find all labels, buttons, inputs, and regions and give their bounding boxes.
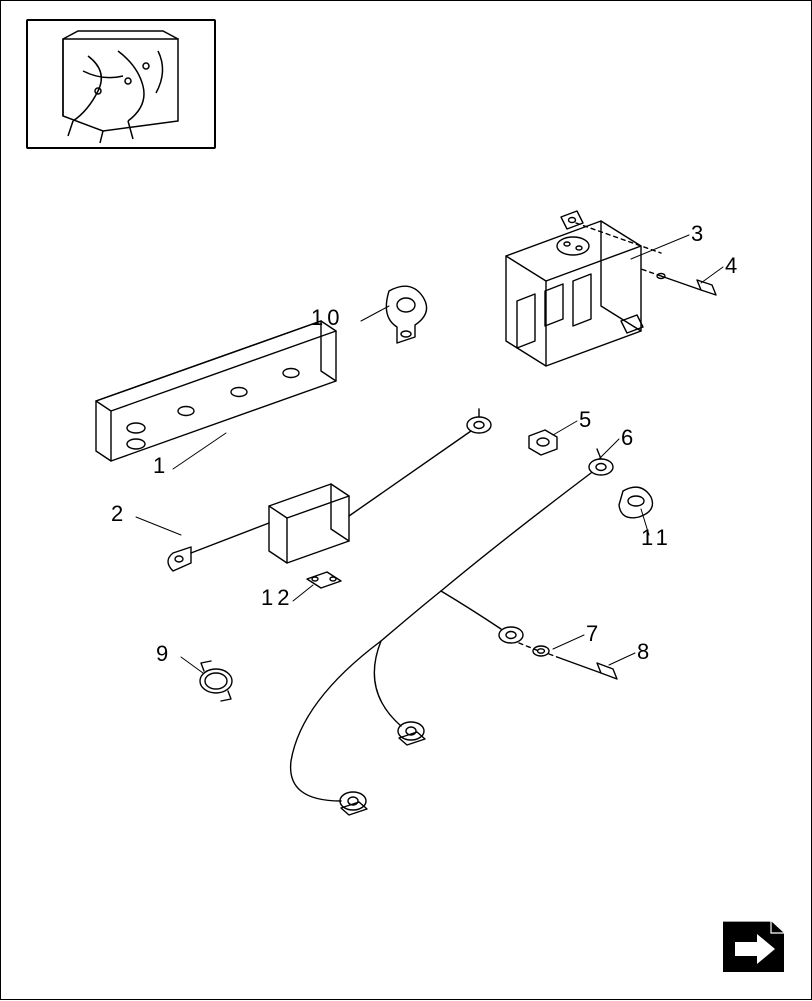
callout-6: 6 [621, 425, 637, 451]
next-page-button[interactable] [721, 919, 786, 974]
callout-1: 1 [153, 453, 169, 479]
part-cap [619, 487, 653, 518]
callout-11: 11 [641, 525, 672, 551]
callout-7: 7 [586, 621, 602, 647]
arrow-right-icon [721, 919, 786, 974]
callout-4: 4 [725, 253, 741, 279]
callout-10: 10 [311, 305, 343, 331]
callout-5: 5 [579, 407, 595, 433]
part-nut [529, 430, 557, 455]
part-cable-ground [291, 449, 613, 815]
leader-lines [136, 235, 723, 673]
callout-2: 2 [111, 501, 127, 527]
part-clamp-ring [200, 661, 232, 701]
part-relay [506, 211, 643, 366]
callout-3: 3 [691, 221, 707, 247]
callout-9: 9 [156, 641, 172, 667]
part-p-clip [386, 286, 426, 343]
callout-8: 8 [637, 639, 653, 665]
part-washer-bolt [519, 643, 617, 679]
part-cable-fused [168, 409, 491, 571]
callout-12: 12 [261, 585, 293, 611]
page: 1 2 10 3 4 5 6 11 7 8 12 9 [0, 0, 812, 1000]
